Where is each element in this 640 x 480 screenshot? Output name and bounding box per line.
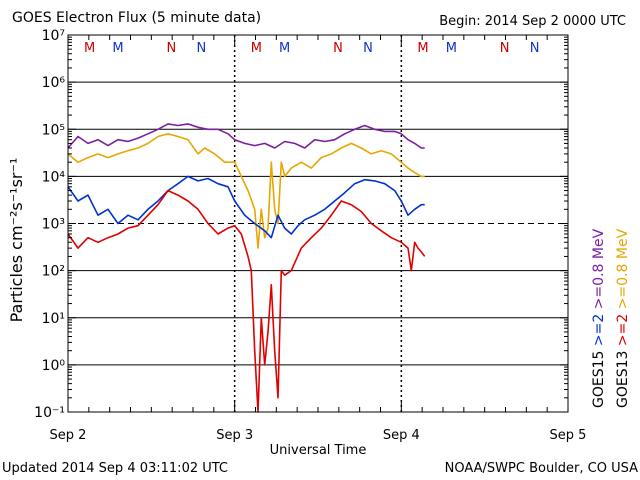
series-line <box>67 123 425 149</box>
begin-time: Begin: 2014 Sep 2 0000 UTC <box>439 14 626 29</box>
x-tick-label: Sep 5 <box>550 428 587 443</box>
axis-ticks <box>68 34 568 413</box>
marker-label: M <box>251 41 262 56</box>
y-tick-label: 10⁷ <box>42 28 65 44</box>
marker-label: M <box>446 41 457 56</box>
series-lines <box>67 123 426 413</box>
x-axis-label: Universal Time <box>270 443 367 458</box>
y-tick-label: 10⁵ <box>42 122 65 138</box>
marker-label: M <box>417 41 428 56</box>
legend-text: GOES13 >=2 >=0.8 MeV <box>615 228 631 408</box>
marker-label: M <box>279 41 290 56</box>
y-tick-label: 10³ <box>42 217 65 233</box>
series-line <box>67 189 426 413</box>
x-tick-labels: Sep 2 Sep 3 Sep 4 Sep 5 <box>50 428 587 443</box>
legend-text: GOES15 >=2 >=0.8 MeV <box>591 228 607 408</box>
legend: GOES15 >=2 >=0.8 MeV GOES13 >=2 >=0.8 Me… <box>591 228 631 408</box>
marker-label: N <box>166 41 176 56</box>
marker-label: N <box>530 41 540 56</box>
chart-title: GOES Electron Flux (5 minute data) <box>12 10 262 26</box>
y-tick-label: 10² <box>42 264 65 280</box>
series-line <box>67 133 425 249</box>
x-tick-label: Sep 2 <box>50 428 87 443</box>
y-tick-label: 10⁶ <box>42 75 66 91</box>
y-tick-label: 10¹ <box>42 311 65 327</box>
x-tick-label: Sep 3 <box>216 428 253 443</box>
y-axis-label: Particles cm⁻²s⁻¹sr⁻¹ <box>7 158 26 323</box>
y-tick-label: 10⁰ <box>42 358 66 374</box>
marker-label: N <box>333 41 343 56</box>
updated-time: Updated 2014 Sep 4 03:11:02 UTC <box>2 461 229 476</box>
y-tick-label: 10⁻¹ <box>34 405 65 421</box>
grid-lines <box>68 81 568 366</box>
y-tick-labels: 10⁻¹ 10⁰ 10¹ 10² 10³ 10⁴ 10⁵ 10⁶ 10⁷ <box>34 28 65 421</box>
marker-label: N <box>196 41 206 56</box>
series-line <box>67 175 425 239</box>
marker-label: N <box>363 41 373 56</box>
marker-label: M <box>112 41 123 56</box>
credit: NOAA/SWPC Boulder, CO USA <box>444 461 638 476</box>
y-tick-label: 10⁴ <box>42 169 66 185</box>
x-tick-label: Sep 4 <box>383 428 420 443</box>
marker-label: N <box>500 41 510 56</box>
marker-label: M <box>84 41 95 56</box>
